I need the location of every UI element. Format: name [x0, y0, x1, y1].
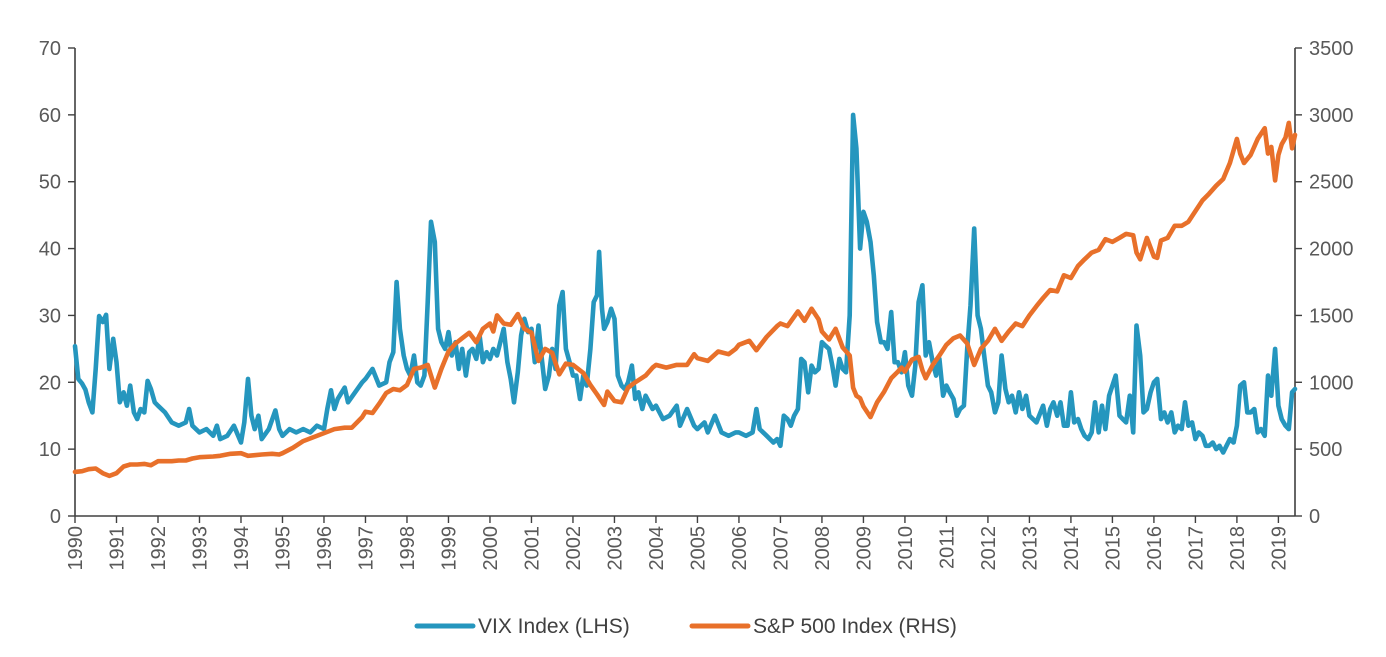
left-y-tick-label: 70 [39, 38, 61, 60]
x-tick-label: 1990 [65, 526, 87, 571]
axes-group: 0 10 20 30 40 50 60 70 0 500 1000 1500 2000 2500 3000 3… [39, 38, 1354, 571]
legend: VIX Index (LHS) S&P 500 Index (RHS) [414, 615, 957, 638]
legend-label-sp500: S&P 500 Index (RHS) [753, 615, 957, 638]
x-tick-label: 2001 [521, 526, 543, 571]
x-tick-label: 2002 [563, 526, 585, 571]
sp500-series-line [72, 120, 1298, 479]
left-y-tick-label: 10 [39, 439, 61, 461]
x-tick-label: 2013 [1019, 526, 1041, 571]
x-tick-label: 2012 [978, 526, 1000, 571]
x-tick-label: 2005 [687, 526, 709, 571]
x-tick-label: 2000 [480, 526, 502, 571]
x-tick-label: 2018 [1227, 526, 1249, 571]
left-y-tick-label: 0 [50, 506, 61, 528]
x-tick-label: 1991 [106, 526, 128, 571]
x-tick-label: 2010 [895, 526, 917, 571]
right-y-tick-label: 0 [1309, 506, 1320, 528]
x-tick-label: 1999 [438, 526, 460, 571]
left-y-tick-label: 50 [39, 172, 61, 194]
x-tick-label: 1997 [355, 526, 377, 571]
x-tick-label: 2016 [1144, 526, 1166, 571]
x-tick-label: 1994 [231, 526, 253, 571]
left-y-tick-label: 40 [39, 239, 61, 261]
x-tick-label: 2007 [770, 526, 792, 571]
x-tick-label: 1998 [397, 526, 419, 571]
x-tick-label: 2009 [853, 526, 875, 571]
right-y-tick-label: 1500 [1309, 305, 1354, 327]
left-y-tick-label: 20 [39, 372, 61, 394]
x-tick-label: 2006 [729, 526, 751, 571]
x-tick-label: 2015 [1102, 526, 1124, 571]
right-y-tick-label: 2000 [1309, 239, 1354, 261]
x-tick-label: 2017 [1185, 526, 1207, 571]
x-tick-label: 2014 [1061, 526, 1083, 571]
x-tick-label: 1993 [189, 526, 211, 571]
right-y-tick-label: 500 [1309, 439, 1342, 461]
x-tick-label: 2004 [646, 526, 668, 571]
x-tick-label: 2011 [936, 526, 958, 569]
x-tick-label: 2019 [1268, 526, 1290, 571]
x-tick-label: 1995 [272, 526, 294, 571]
right-y-tick-label: 3000 [1309, 105, 1354, 127]
right-y-tick-label: 3500 [1309, 38, 1354, 60]
right-y-tick-label: 2500 [1309, 172, 1354, 194]
right-y-tick-label: 1000 [1309, 372, 1354, 394]
left-y-tick-label: 30 [39, 305, 61, 327]
x-tick-label: 1996 [314, 526, 336, 571]
series-layer [72, 112, 1298, 479]
left-y-tick-label: 60 [39, 105, 61, 127]
legend-label-vix: VIX Index (LHS) [478, 615, 630, 638]
x-tick-label: 1992 [148, 526, 170, 571]
x-tick-label: 2003 [604, 526, 626, 571]
vix-series-line [72, 112, 1298, 455]
x-tick-label: 2008 [812, 526, 834, 571]
